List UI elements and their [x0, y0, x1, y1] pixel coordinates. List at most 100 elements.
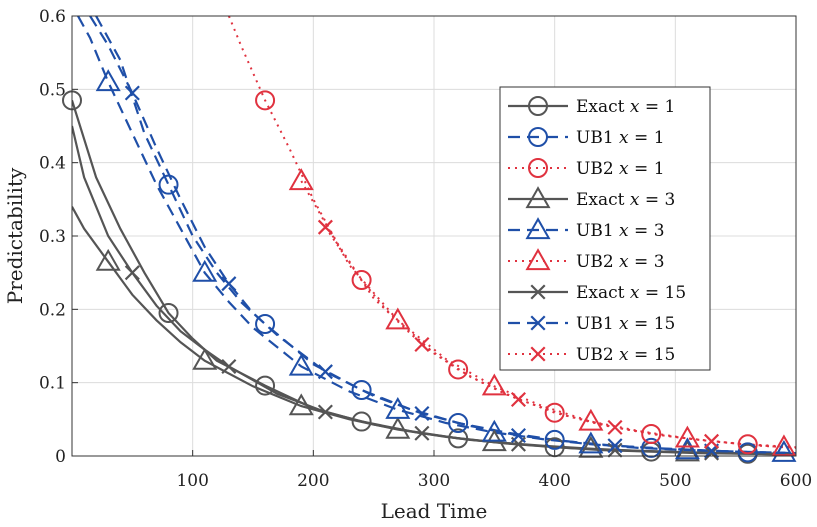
data-point-marker [771, 439, 797, 462]
legend-label-var: x [630, 97, 640, 117]
legend-marker [525, 217, 551, 240]
legend-marker [530, 284, 546, 300]
x-tick-labels: 100 200 300 400 500 600 [176, 471, 812, 491]
legend-marker [530, 315, 546, 331]
legend-label-text: UB2 [576, 252, 619, 272]
data-point-marker [255, 314, 276, 334]
legend-label-value: = 15 [629, 345, 676, 365]
legend-label-value: = 3 [639, 190, 675, 210]
legend-label-var: x [630, 283, 640, 303]
legend-label: UB1 x = 15 [576, 314, 675, 334]
data-point-marker [641, 437, 662, 458]
legend-label-value: = 15 [639, 283, 686, 303]
x-tick-label: 500 [659, 471, 691, 491]
legend-label-var: x [619, 221, 629, 241]
data-point-marker [351, 380, 372, 400]
data-point-marker [317, 404, 333, 420]
data-point-marker [95, 248, 121, 271]
legend-label: UB2 x = 3 [576, 252, 665, 272]
data-point-marker [351, 411, 372, 432]
y-axis-label: Predictability [3, 167, 27, 304]
data-point-marker [448, 413, 469, 433]
data-point-marker [544, 402, 565, 423]
data-point-marker [414, 405, 430, 421]
plot-frame [71, 15, 797, 457]
legend-label-text: Exact [576, 97, 630, 117]
legend-label: Exact x = 1 [576, 97, 675, 117]
legend-label-text: UB1 [576, 314, 619, 334]
x-tick-label: 300 [418, 471, 450, 491]
data-point-marker [771, 434, 797, 457]
data-point-marker [221, 359, 237, 375]
x-axis-label: Lead Time [381, 499, 488, 523]
legend-label-value: = 1 [629, 159, 665, 179]
legend-marker [528, 127, 548, 147]
data-point-marker [124, 265, 140, 281]
legend-marker [528, 96, 548, 116]
legend-label-text: UB1 [576, 221, 619, 241]
y-tick-label: 0.5 [39, 80, 66, 100]
legend-label: Exact x = 15 [576, 283, 686, 303]
legend-label: UB1 x = 3 [576, 221, 665, 241]
data-point-marker [578, 431, 604, 454]
series-line-7 [89, 16, 796, 455]
y-tick-label: 0.6 [39, 7, 66, 27]
y-tick-label: 0.4 [39, 154, 66, 174]
data-point-marker [317, 364, 333, 380]
data-point-marker [674, 439, 700, 462]
data-point-marker [414, 425, 430, 441]
legend-label-var: x [619, 314, 629, 334]
series-line-2 [227, 16, 796, 449]
legend-marker [525, 248, 551, 271]
data-point-marker [704, 433, 720, 449]
data-point-marker [414, 337, 430, 353]
data-point-marker [385, 416, 411, 439]
legend-label-value: = 3 [629, 252, 665, 272]
data-point-marker [255, 90, 276, 111]
data-point-marker [737, 434, 758, 455]
data-point-marker [578, 435, 604, 458]
data-point-marker [317, 219, 333, 235]
y-tick-label: 0.1 [39, 374, 66, 394]
series-line-8 [324, 226, 796, 449]
y-tick-label: 0 [55, 447, 66, 467]
legend-label: UB2 x = 1 [576, 159, 665, 179]
y-tick-label: 0.2 [39, 300, 66, 320]
x-tick-label: 400 [538, 471, 570, 491]
data-point-marker [704, 445, 720, 461]
data-point-marker [641, 424, 662, 444]
data-point-marker [737, 442, 758, 463]
data-point-marker [510, 392, 526, 408]
legend-label: UB2 x = 15 [576, 345, 675, 365]
legend-label-var: x [619, 128, 629, 148]
legend-marker [525, 186, 551, 209]
legend-marker [530, 346, 546, 362]
data-point-marker [448, 428, 469, 449]
data-point-marker [607, 442, 623, 458]
y-tick-labels: 0 0.1 0.2 0.3 0.4 0.5 0.6 [39, 7, 66, 467]
data-point-marker [674, 425, 700, 448]
data-point-marker [158, 174, 179, 195]
x-tick-label: 100 [176, 471, 208, 491]
data-point-marker [607, 438, 623, 454]
legend-label-text: UB2 [576, 159, 619, 179]
data-point-marker [124, 85, 140, 101]
legend-label-value: = 1 [639, 97, 675, 117]
series-lines [72, 16, 796, 456]
legend-label-var: x [619, 345, 629, 365]
x-tick-label: 600 [780, 471, 812, 491]
legend-label-text: Exact [576, 283, 630, 303]
legend-label: UB1 x = 1 [576, 128, 665, 148]
series-line-5 [300, 180, 784, 449]
data-point-marker [221, 276, 237, 292]
data-point-marker [481, 373, 507, 396]
legend-label-value: = 15 [629, 314, 676, 334]
data-point-marker [674, 437, 700, 460]
x-tick-label: 200 [297, 471, 329, 491]
legend-label-text: UB2 [576, 345, 619, 365]
data-point-marker [192, 347, 218, 370]
data-point-marker [351, 270, 372, 290]
legend-label-text: UB1 [576, 128, 619, 148]
